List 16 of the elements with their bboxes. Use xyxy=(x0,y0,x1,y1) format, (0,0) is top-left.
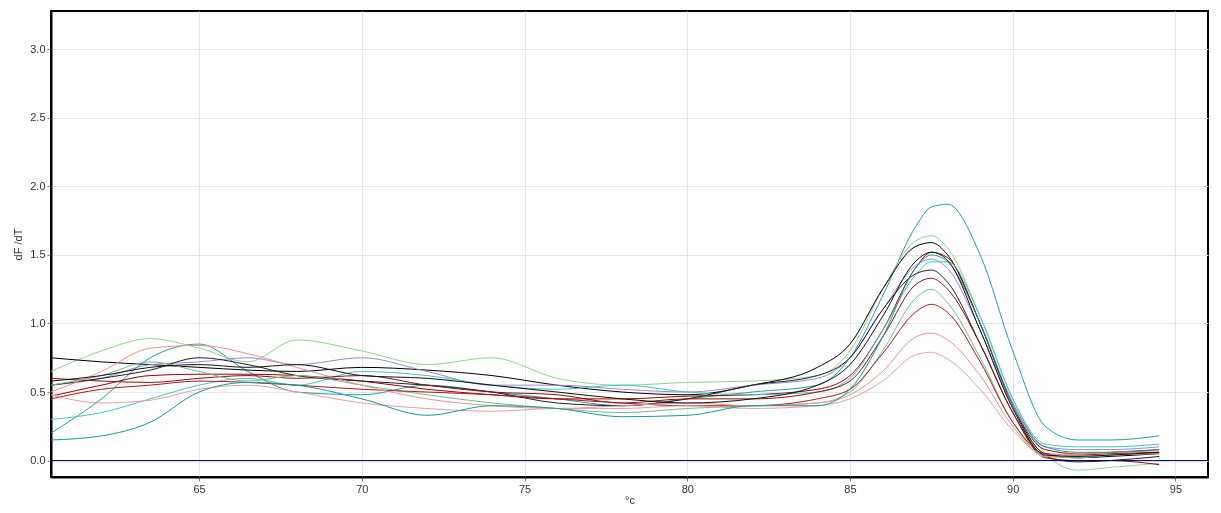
y-tick-label: 1.5 xyxy=(30,248,46,261)
x-tick-label: 80 xyxy=(681,482,694,495)
x-tick-label: 70 xyxy=(356,482,369,495)
x-tick-label: 75 xyxy=(518,482,532,495)
x-tick-label: 65 xyxy=(193,482,206,495)
x-tick-label: 90 xyxy=(1007,482,1020,495)
y-axis-title: dF /dT xyxy=(12,228,25,261)
y-tick-label: 0.5 xyxy=(30,385,46,398)
x-tick-label: 85 xyxy=(844,482,857,495)
y-tick-label: 2.5 xyxy=(30,111,46,124)
x-tick-label: 95 xyxy=(1169,482,1183,495)
y-tick-label: 0.0 xyxy=(30,454,46,467)
y-tick-label: 3.0 xyxy=(30,42,46,55)
y-tick-label: 2.0 xyxy=(30,179,46,192)
x-axis-title: °c xyxy=(625,493,636,506)
y-tick-label: 1.0 xyxy=(30,316,46,329)
